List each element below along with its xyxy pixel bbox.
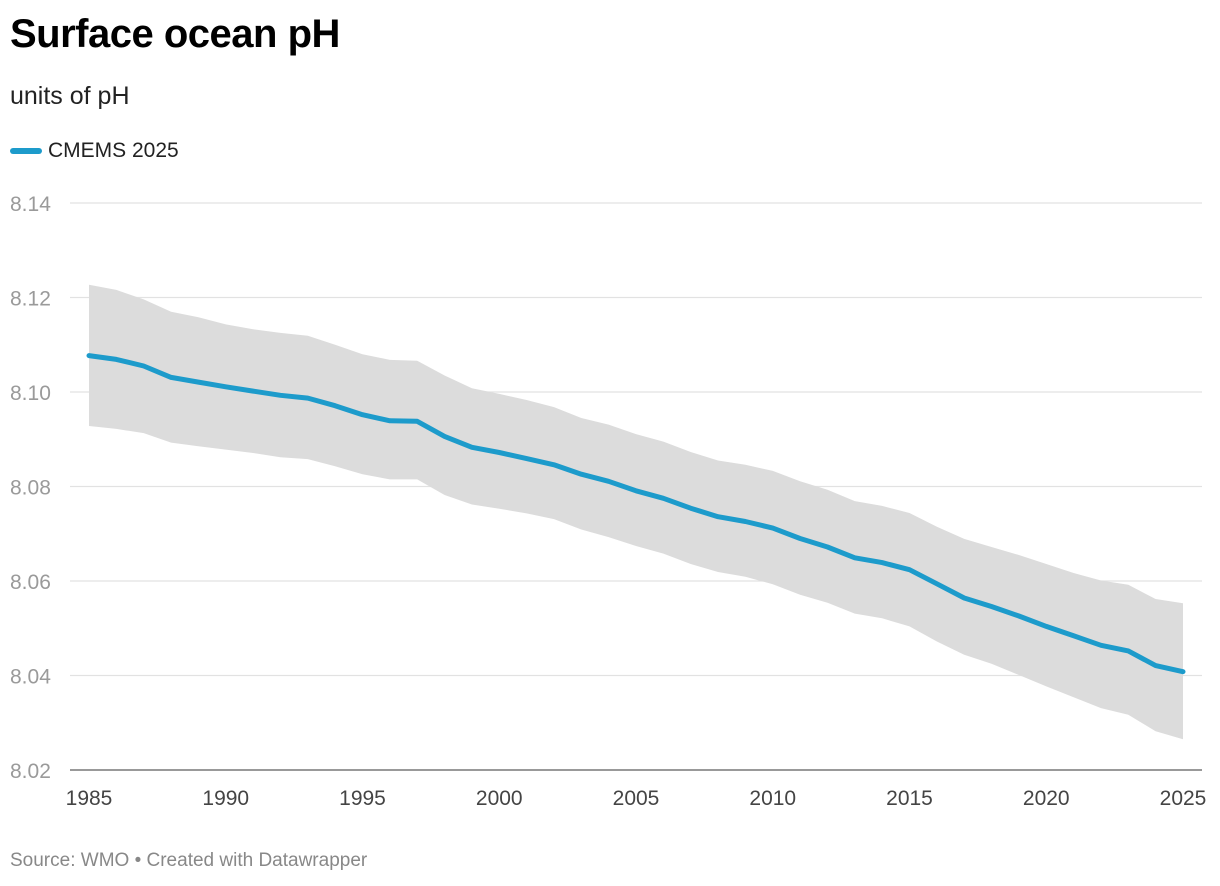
legend-label: CMEMS 2025 xyxy=(48,139,179,162)
uncertainty-band xyxy=(89,284,1183,740)
y-tick-label: 8.04 xyxy=(10,666,51,689)
x-tick-label: 2010 xyxy=(749,787,796,810)
series-line-cmems-2025 xyxy=(86,353,1186,675)
x-tick-label: 2015 xyxy=(886,787,933,810)
x-tick-label: 2005 xyxy=(613,787,660,810)
y-tick-label: 8.08 xyxy=(10,477,51,500)
legend: CMEMS 2025 xyxy=(10,139,179,163)
legend-swatch xyxy=(10,148,42,154)
x-tick-label: 2000 xyxy=(476,787,523,810)
y-tick-label: 8.06 xyxy=(10,571,51,594)
chart-title: Surface ocean pH xyxy=(10,12,340,56)
x-tick-label: 1995 xyxy=(339,787,386,810)
x-tick-label: 2025 xyxy=(1160,787,1207,810)
y-tick-label: 8.10 xyxy=(10,382,51,405)
x-tick-label: 2020 xyxy=(1023,787,1070,810)
y-tick-label: 8.14 xyxy=(10,193,51,216)
y-tick-label: 8.02 xyxy=(10,760,51,783)
source-note: Source: WMO • Created with Datawrapper xyxy=(10,850,368,871)
y-tick-label: 8.12 xyxy=(10,288,51,311)
chart-subtitle: units of pH xyxy=(10,82,130,110)
x-tick-label: 1990 xyxy=(202,787,249,810)
x-tick-label: 1985 xyxy=(66,787,113,810)
